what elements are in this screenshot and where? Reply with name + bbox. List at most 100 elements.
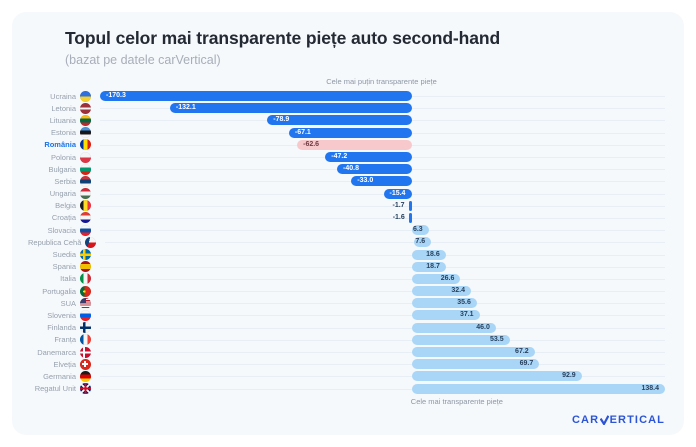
axis-caption-row-top: Cele mai puțin transparente piețe xyxy=(28,77,665,87)
country-label: Italia xyxy=(60,274,76,284)
bar-track: -1.6 xyxy=(100,212,665,224)
flag-spania-icon xyxy=(80,261,91,273)
value-label: 67.2 xyxy=(515,348,529,356)
bar-track: -47.2 xyxy=(100,151,665,163)
value-bar: -67.1 xyxy=(288,127,412,138)
value-label: 53.5 xyxy=(489,335,504,343)
country-label: România xyxy=(44,140,76,150)
flag-romania-icon xyxy=(80,139,91,151)
value-bar: 37.1 xyxy=(411,310,480,321)
country-label: Republica Cehă xyxy=(28,237,82,247)
axis-caption-least-transparent: Cele mai puțin transparente piețe xyxy=(326,77,437,86)
chart-row: Danemarca 67.2 xyxy=(28,346,665,358)
country-label: Belgia xyxy=(55,201,76,211)
axis-caption-row-bottom: Cele mai transparente piețe xyxy=(28,397,665,407)
country-label: Finlanda xyxy=(47,323,76,333)
value-label: 92.9 xyxy=(562,372,576,380)
value-bar: -132.1 xyxy=(169,103,412,114)
bar-track: 18.7 xyxy=(100,261,665,273)
bar-track: 6.3 xyxy=(100,224,665,236)
country-label: Ungaria xyxy=(49,189,76,199)
flag-italia-icon xyxy=(80,273,91,285)
flag-franta-icon xyxy=(80,334,91,346)
value-bar: 53.5 xyxy=(411,334,510,345)
flag-ungaria-icon xyxy=(80,188,91,200)
country-label: Elveția xyxy=(53,359,76,369)
chart-row: Elveția 69.7 xyxy=(28,358,665,370)
value-bar: 26.6 xyxy=(411,273,461,284)
value-bar: 46.0 xyxy=(411,322,496,333)
flag-cehia-icon xyxy=(85,236,97,248)
value-label: 6.3 xyxy=(412,226,423,234)
label-column-spacer xyxy=(28,77,98,87)
chart-row: Bulgaria -40.8 xyxy=(28,163,665,175)
value-label: -1.6 xyxy=(392,213,405,221)
chart-row: Polonia -47.2 xyxy=(28,151,665,163)
value-label: -40.8 xyxy=(343,165,359,173)
page-subtitle: (bazat pe datele carVertical) xyxy=(65,53,221,67)
value-label: -62.6 xyxy=(303,140,320,148)
label-column-spacer xyxy=(28,397,98,407)
flag-belgia-icon xyxy=(80,200,91,212)
chart-row: Serbia -33.0 xyxy=(28,175,665,187)
value-label: -132.1 xyxy=(175,104,196,112)
country-label: Regatul Unit xyxy=(34,384,76,394)
logo-text-suffix: ERTICAL xyxy=(609,413,665,426)
bar-chart: Ucraina -170.3 Letonia -132.1 Lituania -78.9 E… xyxy=(28,90,665,395)
value-label: -78.9 xyxy=(273,116,290,124)
bar-track: 35.6 xyxy=(100,297,665,309)
country-label: Serbia xyxy=(54,176,76,186)
country-label: Slovenia xyxy=(47,310,76,320)
chart-row: Germania 92.9 xyxy=(28,370,665,382)
flag-estonia-icon xyxy=(80,127,91,139)
bar-track: 92.9 xyxy=(100,370,665,382)
chart-card: Topul celor mai transparente piețe auto … xyxy=(12,12,684,435)
bar-track: -132.1 xyxy=(100,102,665,114)
bar-track: 67.2 xyxy=(100,346,665,358)
chart-row: Franța 53.5 xyxy=(28,334,665,346)
chart-row: Slovacia 6.3 xyxy=(28,224,665,236)
bar-track: -67.1 xyxy=(100,127,665,139)
bar-track: 18.6 xyxy=(100,248,665,260)
flag-sua-icon xyxy=(80,297,91,309)
bar-track: 26.6 xyxy=(100,273,665,285)
value-bar: -40.8 xyxy=(337,164,412,175)
country-label: Estonia xyxy=(50,128,76,138)
value-bar: -62.6 xyxy=(297,139,412,150)
chart-row: SUA 35.6 xyxy=(28,297,665,309)
chart-row: Croația -1.6 xyxy=(28,212,665,224)
value-label: 69.7 xyxy=(519,360,534,368)
axis-caption-most-transparent: Cele mai transparente piețe xyxy=(410,396,503,406)
chart-row: Ungaria -15.4 xyxy=(28,188,665,200)
value-bar: 18.7 xyxy=(411,261,446,272)
flag-bulgaria-icon xyxy=(80,163,91,175)
chart-header: Topul celor mai transparente piețe auto … xyxy=(28,28,665,67)
country-label: Danemarca xyxy=(37,347,76,357)
country-label: Letonia xyxy=(51,103,76,113)
chart-row: Estonia -67.1 xyxy=(28,127,665,139)
value-label: 32.4 xyxy=(451,287,465,295)
value-bar: -1.6 xyxy=(393,212,412,223)
value-bar: 7.6 xyxy=(414,237,432,248)
value-label: 35.6 xyxy=(457,299,471,307)
chart-row: Belgia -1.7 xyxy=(28,200,665,212)
bar-track: -15.4 xyxy=(100,188,665,200)
value-bar: 92.9 xyxy=(411,371,582,382)
value-label: 37.1 xyxy=(459,311,474,319)
value-label: 7.6 xyxy=(415,238,426,246)
value-bar: 67.2 xyxy=(411,347,535,358)
flag-slovacia-icon xyxy=(80,224,91,236)
chart-row: Suedia 18.6 xyxy=(28,248,665,261)
flag-serbia-icon xyxy=(80,175,91,187)
chart-row: Letonia -132.1 xyxy=(28,102,665,114)
chart-footer: CAR ERTICAL xyxy=(28,414,665,426)
flag-regatul-unit-icon xyxy=(80,383,91,395)
chart-row: Republica Cehă 7.6 xyxy=(28,236,665,248)
country-label: Suedia xyxy=(52,250,76,260)
country-label: Germania xyxy=(43,371,76,381)
value-bar: -33.0 xyxy=(351,176,412,187)
value-bar: -47.2 xyxy=(325,152,412,163)
flag-slovenia-icon xyxy=(80,309,91,321)
value-bar: 32.4 xyxy=(411,286,471,297)
country-label: Croația xyxy=(51,213,76,223)
